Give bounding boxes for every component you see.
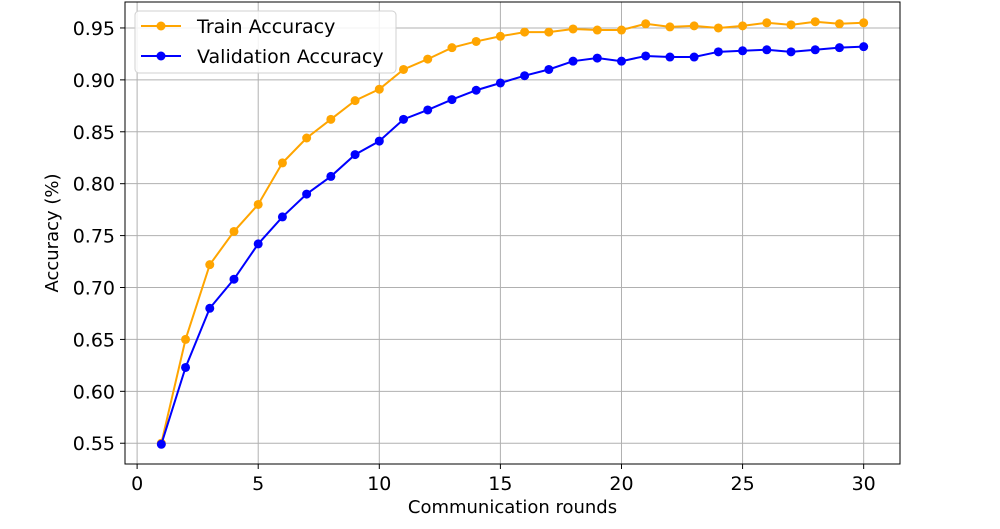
data-point [399,64,409,74]
data-point [592,25,602,35]
data-point [665,52,675,62]
data-point [277,212,287,222]
data-point [641,19,651,29]
y-tick-label: 0.80 [73,174,115,196]
y-tick-label: 0.95 [73,18,115,40]
data-point [834,19,844,29]
data-point [592,53,602,63]
data-point [374,136,384,146]
data-point [859,42,869,52]
legend: Train Accuracy Validation Accuracy [134,10,397,74]
legend-box [134,10,397,74]
data-point [616,25,626,35]
y-axis-label: Accuracy (%) [42,173,63,292]
series-layer [156,17,869,449]
data-point [302,189,312,199]
x-axis-label: Communication rounds [408,497,617,518]
legend-label: Train Accuracy [196,16,335,38]
y-tick-label: 0.90 [73,70,115,92]
plot-frame [124,1,901,465]
data-point [374,84,384,94]
data-point [738,46,748,56]
x-tick-label: 10 [367,473,391,495]
series-line [160,20,864,444]
x-tick-label: 15 [488,473,512,495]
data-point [253,199,263,209]
data-point [253,239,263,249]
data-point [350,150,360,160]
data-point [738,21,748,31]
data-point [326,114,336,124]
data-point [786,47,796,57]
data-point [350,96,360,106]
data-point [859,18,869,28]
y-tick-label: 0.70 [73,278,115,300]
data-point [302,133,312,143]
data-point [665,22,675,32]
data-point [229,274,239,284]
data-point [786,20,796,30]
y-tick-label: 0.75 [73,226,115,248]
y-tick-label: 0.85 [73,122,115,144]
data-point [810,45,820,55]
y-tick-label: 0.65 [73,329,115,351]
data-point [834,43,844,53]
x-tick-label: 25 [730,473,754,495]
data-point [520,27,530,37]
data-point [616,56,626,66]
data-point [205,303,215,313]
legend-swatch-marker [156,51,166,61]
data-point [641,51,651,61]
data-point [762,18,772,28]
grid [125,2,900,464]
y-tick-label: 0.60 [73,381,115,403]
data-point [810,17,820,27]
data-point [568,24,578,34]
data-point [447,43,457,53]
data-point [495,78,505,88]
data-point [762,45,772,55]
data-point [713,23,723,33]
data-point [181,334,191,344]
data-point [568,56,578,66]
data-point [423,105,433,115]
x-tick-label: 0 [131,473,143,495]
series-1 [156,17,869,448]
data-point [495,31,505,41]
y-axis-ticks: 0.55 0.60 0.65 0.70 0.75 0.80 0.85 0.90 0.95 [73,18,125,455]
data-point [447,95,457,105]
data-point [713,47,723,57]
data-point [689,21,699,31]
x-tick-label: 30 [852,473,876,495]
legend-label: Validation Accuracy [197,46,384,68]
data-point [471,36,481,46]
x-axis-ticks: 0 5 10 15 20 25 30 [131,464,876,495]
series-line [160,45,864,445]
data-point [689,52,699,62]
x-tick-label: 5 [252,473,264,495]
data-point [205,260,215,270]
data-point [277,158,287,168]
data-point [423,54,433,64]
data-point [520,71,530,81]
data-point [229,226,239,236]
legend-swatch-marker [156,21,166,31]
data-point [544,64,554,74]
data-point [544,27,554,37]
data-point [471,85,481,95]
x-tick-label: 20 [609,473,633,495]
series-2 [156,42,869,449]
data-point [326,171,336,181]
y-tick-label: 0.55 [73,433,115,455]
data-point [181,362,191,372]
data-point [399,114,409,124]
data-point [156,439,166,449]
